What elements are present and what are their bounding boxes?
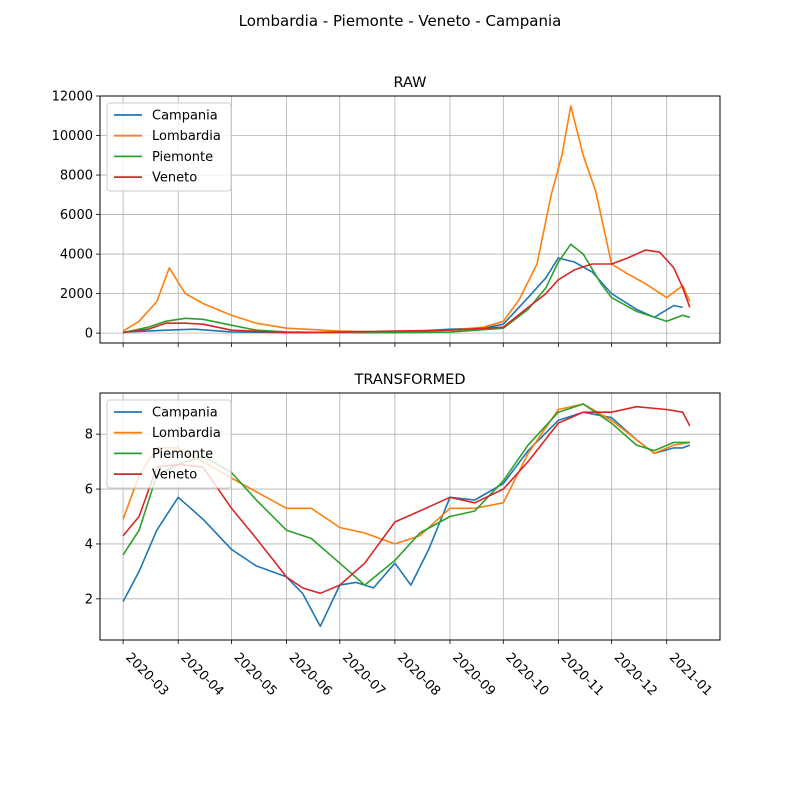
x-tick-label: 2020-04 <box>177 650 226 699</box>
x-tick-label: 2020-07 <box>339 650 388 699</box>
y-tick-label: 6000 <box>60 208 93 223</box>
y-tick-label: 0 <box>85 327 93 342</box>
x-tick-label: 2020-03 <box>122 650 171 699</box>
y-tick-label: 4 <box>85 537 93 552</box>
series-line-veneto <box>122 249 691 334</box>
legend-label-piemonte: Piemonte <box>152 447 213 462</box>
x-tick-label: 2020-10 <box>502 650 551 699</box>
x-tick-label: 2021-01 <box>666 650 715 699</box>
y-tick-label: 2000 <box>60 287 93 302</box>
y-tick-label: 12000 <box>52 90 93 105</box>
axes-title: RAW <box>394 75 427 91</box>
legend-box <box>106 399 232 489</box>
figure-title: Lombardia - Piemonte - Veneto - Campania <box>238 12 562 30</box>
x-tick-label: 2020-12 <box>611 650 660 699</box>
x-tick-label: 2020-11 <box>558 650 607 699</box>
x-tick-label: 2020-05 <box>231 650 280 699</box>
x-tick-label: 2020-08 <box>394 650 443 699</box>
x-tick-label: 2020-06 <box>286 650 335 699</box>
series-line-campania <box>122 411 691 628</box>
legend-box <box>106 102 232 192</box>
y-tick-label: 10000 <box>52 129 93 144</box>
legend-label-veneto: Veneto <box>152 171 197 186</box>
series-line-piemonte <box>122 243 691 334</box>
series-line-campania <box>123 257 683 334</box>
series-line-lombardia <box>122 105 691 333</box>
y-tick-label: 8 <box>85 428 93 443</box>
axes-frame <box>99 392 721 641</box>
legend-label-lombardia: Lombardia <box>152 426 221 441</box>
y-tick-label: 2 <box>85 592 93 607</box>
y-tick-label: 4000 <box>60 248 93 263</box>
legend: Campania Lombardia Piemonte Veneto <box>106 102 232 192</box>
x-tick-label: 2020-09 <box>449 650 498 699</box>
legend-label-piemonte: Piemonte <box>152 150 213 165</box>
axes-frame <box>99 95 721 344</box>
axes-title: TRANSFORMED <box>354 372 466 388</box>
y-tick-label: 6 <box>85 483 93 498</box>
legend-label-campania: Campania <box>152 109 218 124</box>
legend: Campania Lombardia Piemonte Veneto <box>106 399 232 489</box>
legend-label-campania: Campania <box>152 406 218 421</box>
legend-label-veneto: Veneto <box>152 468 197 483</box>
legend-label-lombardia: Lombardia <box>152 129 221 144</box>
y-tick-label: 8000 <box>60 169 93 184</box>
chart-panel-raw: 0 2000 4000 6000 8000 10000 12000 RAW Campania Lo… <box>52 75 721 347</box>
